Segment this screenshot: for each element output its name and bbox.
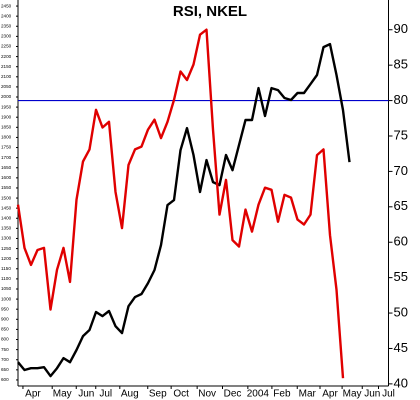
x-tick-label: Dec [224,389,242,400]
y-tick-label: 1900 [1,114,12,119]
y2-tick-label: 45 [394,340,408,355]
x-tick-label: Jul [99,389,112,400]
y2-tick-label: 75 [394,127,408,142]
y-tick-label: 600 [1,377,9,382]
y-tick-label: 2050 [1,84,12,89]
y-tick-label: 2400 [1,13,12,18]
x-tick-label: Nov [198,389,216,400]
y2-tick-label: 60 [394,234,408,249]
y-tick-label: 1150 [1,266,11,271]
y-tick-label: 700 [1,357,9,362]
y-tick-label: 950 [1,306,9,311]
y2-tick-label: 90 [394,21,408,36]
y-tick-label: 1350 [1,226,12,231]
y-tick-label: 1650 [1,165,12,170]
y2-tick-label: 40 [394,375,408,390]
x-tick-label: Aug [121,389,139,400]
y-tick-label: 800 [1,337,9,342]
y-tick-label: 1100 [1,276,11,281]
x-tick-label: Jul [382,389,395,400]
y-tick-label: 2200 [1,54,12,59]
y-tick-label: 1750 [1,145,12,150]
y-tick-label: 850 [1,327,9,332]
y-tick-label: 1050 [1,286,12,291]
series-line [17,42,351,378]
y-tick-label: 1950 [1,104,12,109]
y-tick-label: 2100 [1,74,12,79]
y2-tick-label: 55 [394,269,408,284]
y-tick-label: 1400 [1,215,12,220]
y-tick-label: 1200 [1,256,12,261]
y-tick-label: 650 [1,367,9,372]
y-tick-label: 1700 [1,155,12,160]
y-tick-label: 2250 [1,44,12,49]
series-line [16,28,345,379]
y-tick-label: 2000 [1,94,12,99]
x-tick-label: Jun [78,389,94,400]
x-tick-label: Oct [173,389,189,400]
x-tick-label: Feb [273,389,291,400]
y-tick-label: 900 [1,317,9,322]
y-tick-label: 750 [1,347,9,352]
y-tick-label: 1250 [1,246,12,251]
y-tick-label: 1300 [1,236,12,241]
y-tick-label: 2350 [1,23,12,28]
y-tick-label: 1800 [1,135,12,140]
y2-tick-label: 85 [394,57,408,72]
x-tick-label: Mar [299,389,317,400]
y-tick-label: 1450 [1,205,12,210]
y-tick-label: 1000 [1,296,12,301]
y2-tick-label: 50 [394,304,408,319]
y-tick-label: 1550 [1,185,12,190]
x-tick-label: Apr [25,389,41,400]
y-tick-label: 1850 [1,125,12,130]
x-tick-label: May [53,389,72,400]
y-tick-label: 2300 [1,34,12,39]
y2-tick-label: 65 [394,198,408,213]
y-tick-label: 1500 [1,195,12,200]
x-tick-label: Jun [364,389,380,400]
x-tick-label: May [343,389,362,400]
y2-tick-label: 80 [394,92,408,107]
x-tick-label: 2004 [247,389,270,400]
y-tick-label: 1600 [1,175,12,180]
y-tick-label: 2450 [1,3,12,8]
y2-tick-label: 70 [394,163,408,178]
x-tick-label: Apr [322,389,338,400]
y-tick-label: 2150 [1,64,12,69]
x-tick-label: Sep [149,389,167,400]
chart-title: RSI, NKEL [173,3,247,20]
